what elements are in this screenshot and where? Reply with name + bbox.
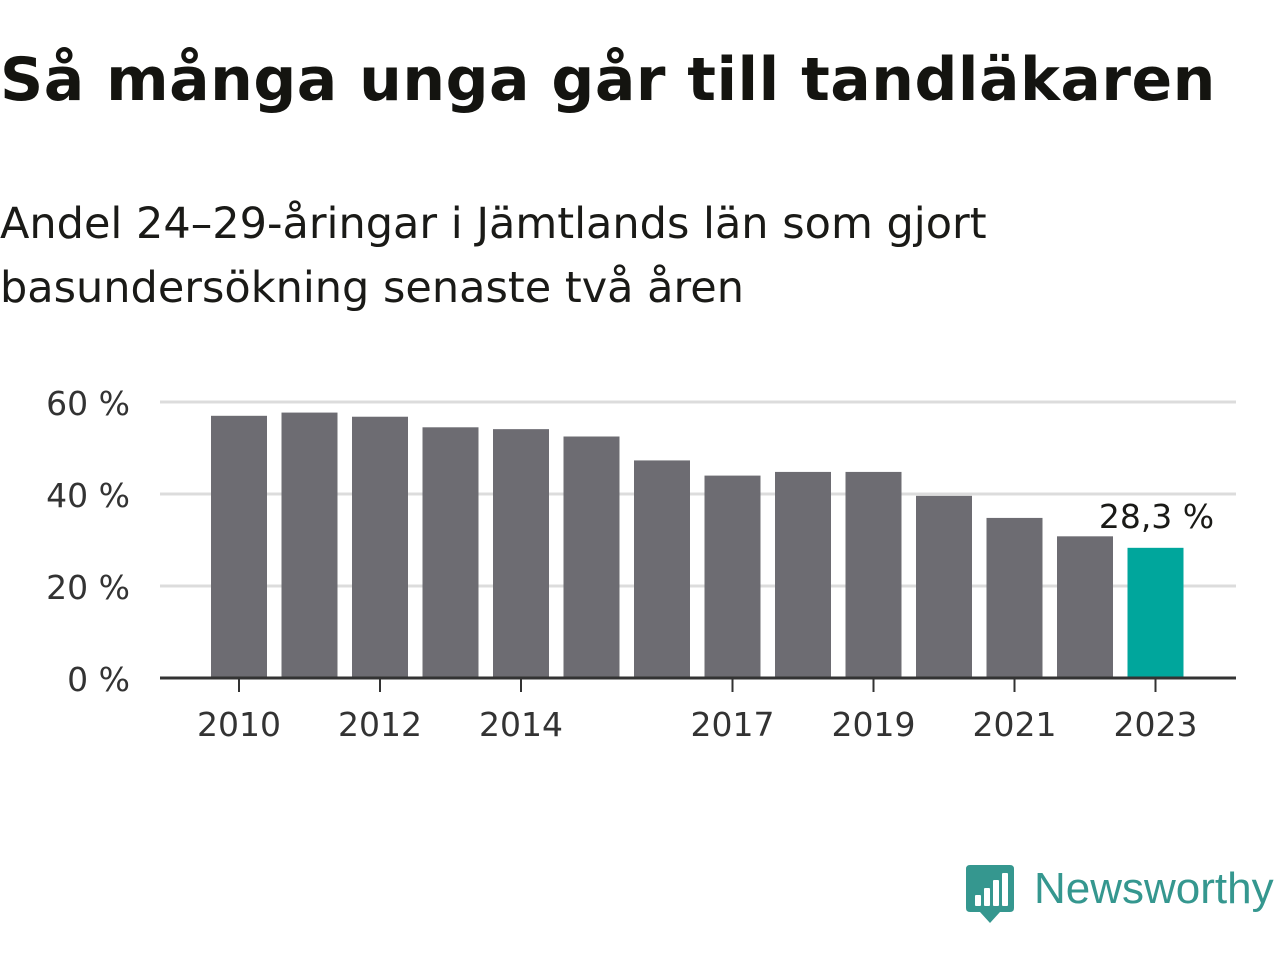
bar-2010 bbox=[211, 415, 267, 678]
x-tick-label: 2023 bbox=[1114, 705, 1198, 744]
bar-2015 bbox=[563, 436, 620, 678]
x-tick-label: 2014 bbox=[479, 705, 563, 744]
x-tick-label: 2012 bbox=[338, 705, 422, 744]
bar-chart-speech-bubble-icon bbox=[966, 865, 1014, 923]
bar-2023 bbox=[1127, 547, 1184, 678]
x-tick-label: 2019 bbox=[832, 705, 916, 744]
x-axis-labels: 2010 2012 2014 2017 2019 2021 2023 bbox=[197, 705, 1197, 744]
annotations: 28,3 % bbox=[1099, 497, 1214, 536]
highlight-value-label: 28,3 % bbox=[1099, 497, 1214, 536]
x-tick-label: 2017 bbox=[691, 705, 775, 744]
bar-2018 bbox=[775, 471, 831, 678]
bar-2014 bbox=[493, 429, 549, 678]
x-tick-label: 2010 bbox=[197, 705, 281, 744]
bar-2013 bbox=[422, 427, 479, 678]
gridlines bbox=[160, 400, 1236, 588]
y-tick-label: 0 % bbox=[67, 660, 130, 699]
bar-2020 bbox=[916, 495, 972, 678]
bars bbox=[211, 412, 1184, 678]
y-tick-label: 60 % bbox=[46, 384, 130, 423]
bar-2017 bbox=[704, 475, 761, 678]
bar-2011 bbox=[281, 412, 338, 678]
bar-2021 bbox=[986, 517, 1043, 678]
bar-2019 bbox=[845, 471, 902, 678]
newsworthy-brand: Newsworthy bbox=[964, 862, 1274, 926]
chart-title: Så många unga går till tandläkaren bbox=[0, 45, 1216, 115]
y-axis-labels: 0 % 20 % 40 % 60 % bbox=[46, 384, 130, 699]
x-tick-label: 2021 bbox=[973, 705, 1057, 744]
bar-2016 bbox=[634, 460, 690, 678]
bar-2022 bbox=[1057, 536, 1113, 678]
chart-subtitle: Andel 24–29-åringar i Jämtlands län som … bbox=[0, 199, 987, 313]
bar-2012 bbox=[352, 416, 408, 678]
y-tick-label: 40 % bbox=[46, 476, 130, 515]
x-axis bbox=[160, 676, 1236, 692]
bar-chart: 0 % 20 % 40 % 60 % 2010 2012 2014 2017 2019 2021… bbox=[46, 384, 1236, 744]
brand-name: Newsworthy bbox=[1034, 864, 1274, 913]
y-tick-label: 20 % bbox=[46, 568, 130, 607]
